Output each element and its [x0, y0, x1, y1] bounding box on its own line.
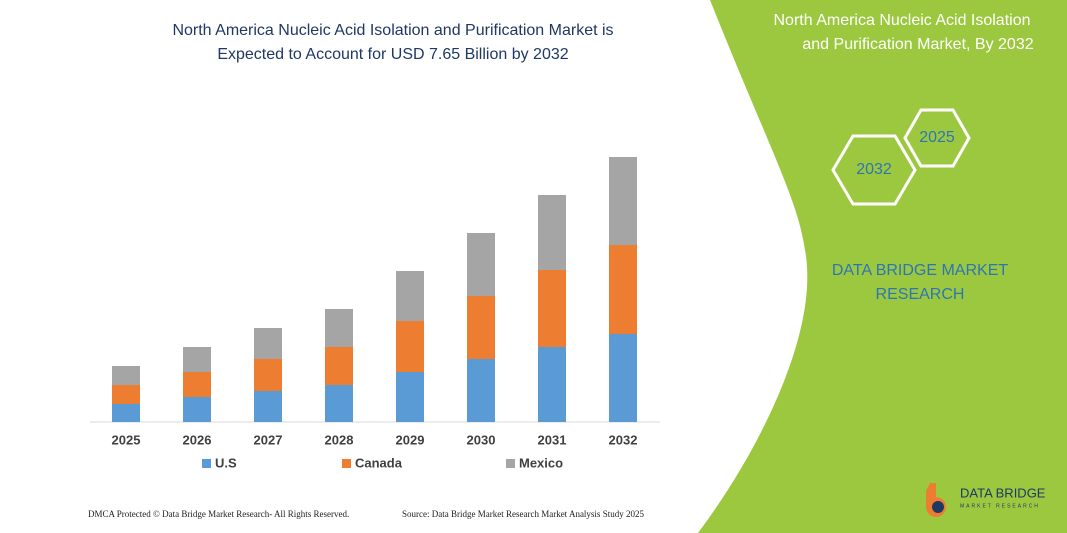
side-title: North America Nucleic Acid Isolation and… [774, 12, 1034, 53]
hexagon-label: 2032 [856, 161, 892, 178]
bar-segment [183, 397, 211, 422]
brand: RESEARCH [876, 286, 965, 303]
legend-swatch [506, 459, 515, 468]
source: Source: Data Bridge Market Research Mark… [402, 509, 644, 519]
bar-segment [112, 404, 140, 422]
bar-segment [254, 359, 282, 391]
legend-label: Canada [355, 455, 403, 470]
logo-tagline: MARKET RESEARCH [960, 503, 1040, 509]
bar-segment [112, 366, 140, 385]
side-title-line: and Purification Market, By 2032 [802, 36, 1033, 53]
hexagon-label: 2025 [919, 129, 955, 146]
bar-segment [538, 270, 566, 347]
bar-segment [609, 245, 637, 334]
bar-segment [396, 321, 424, 372]
x-tick-label: 2028 [325, 432, 354, 447]
legend-swatch [202, 459, 211, 468]
bar-segment [538, 347, 566, 422]
bar-segment [609, 157, 637, 245]
x-tick-label: 2032 [609, 432, 638, 447]
chart-title: Expected to Account for USD 7.65 Billion… [217, 46, 568, 63]
x-tick-label: 2025 [112, 432, 141, 447]
hexagon [831, 134, 917, 206]
hexagon [903, 108, 971, 168]
bar-segment [467, 296, 495, 359]
hexagons [831, 108, 971, 206]
bar-segment [325, 309, 353, 347]
bar-segment [538, 195, 566, 270]
brand: DATA BRIDGE MARKET [832, 262, 1009, 279]
x-tick-label: 2029 [396, 432, 425, 447]
legend-label: U.S [215, 455, 237, 470]
x-tick-label: 2026 [183, 432, 212, 447]
x-tick-label: 2027 [254, 432, 283, 447]
bar-segment [467, 233, 495, 296]
chart-title: North America Nucleic Acid Isolation and… [172, 22, 613, 39]
bar-segment [396, 372, 424, 422]
logo-name: DATA BRIDGE [960, 485, 1046, 500]
bar-segment [183, 347, 211, 372]
legend-swatch [342, 459, 351, 468]
x-tick-label: 2030 [467, 432, 496, 447]
logo-mark [932, 501, 944, 513]
copyright: DMCA Protected © Data Bridge Market Rese… [88, 509, 349, 519]
bar-segment [396, 271, 424, 321]
bar-segment [254, 391, 282, 422]
bar-segment [254, 328, 282, 359]
x-tick-label: 2031 [538, 432, 567, 447]
logo: DATA BRIDGE MARKET RESEARCH [926, 483, 1046, 517]
bar-segment [467, 359, 495, 422]
bar-segment [609, 334, 637, 422]
legend-label: Mexico [519, 455, 563, 470]
title: North America Nucleic Acid Isolation and… [172, 22, 613, 63]
bar-segment [183, 372, 211, 397]
bar-segment [112, 385, 140, 404]
bar-segment [325, 347, 353, 385]
side-title-line: North America Nucleic Acid Isolation [774, 12, 1031, 29]
bar-segment [325, 385, 353, 422]
side-panel [698, 0, 1067, 533]
